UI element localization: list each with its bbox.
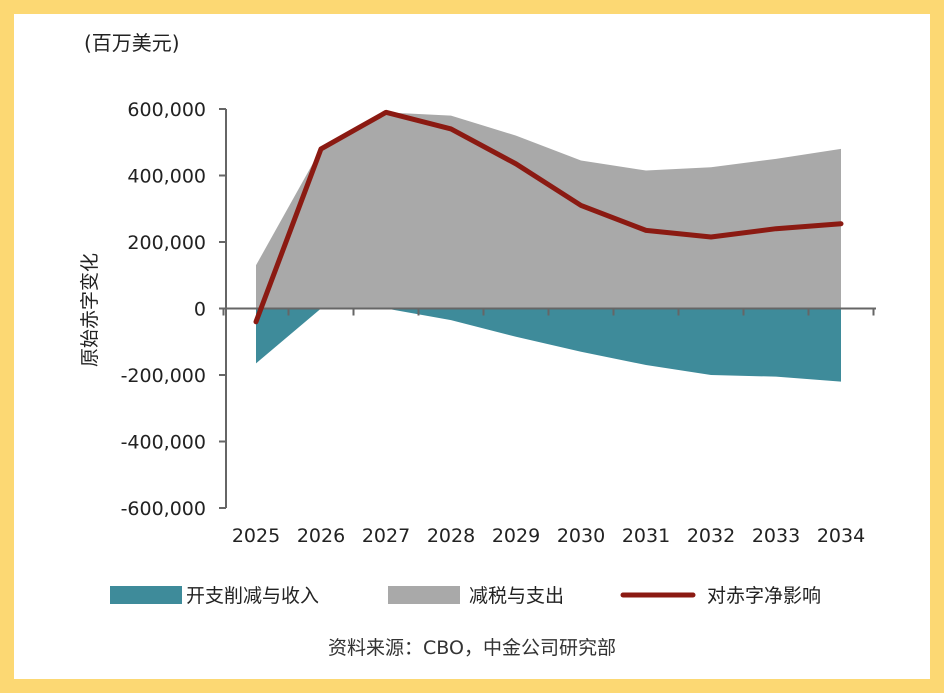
x-tick-label: 2028 <box>427 525 475 547</box>
x-tick-label: 2027 <box>362 525 410 547</box>
y-axis-label: 原始赤字变化 <box>79 253 101 367</box>
y-tick-label: 0 <box>194 299 206 321</box>
area-series-1 <box>256 308 841 382</box>
y-tick-label: 200,000 <box>127 232 206 254</box>
x-tick-label: 2030 <box>557 525 605 547</box>
y-tick-label: -400,000 <box>121 432 206 454</box>
y-tick-label: 600,000 <box>127 99 206 121</box>
legend-label: 对赤字净影响 <box>707 585 821 607</box>
x-tick-label: 2029 <box>492 525 540 547</box>
legend: 开支削减与收入 减税与支出 对赤字净影响 <box>110 585 821 607</box>
unit-label: (百万美元) <box>84 31 180 55</box>
x-tick-label: 2034 <box>817 525 865 547</box>
y-tick-label: -200,000 <box>121 365 206 387</box>
x-tick-label: 2033 <box>752 525 800 547</box>
y-tick-label: -600,000 <box>121 498 206 520</box>
legend-label: 减税与支出 <box>469 585 564 607</box>
x-tick-label: 2032 <box>687 525 735 547</box>
plot-area: 600,000 400,000 200,000 0 -200,000 -400,000 -6… <box>121 99 876 547</box>
legend-swatch-area <box>388 586 460 604</box>
chart: (百万美元) 原始赤字变化 600,000 400,000 200,000 0 -200… <box>79 31 876 659</box>
line-series-1 <box>253 109 844 325</box>
x-tick-label: 2026 <box>297 525 345 547</box>
legend-swatch-area <box>110 586 182 604</box>
chart-frame: (百万美元) 原始赤字变化 600,000 400,000 200,000 0 -200… <box>14 14 930 679</box>
area-series-2 <box>256 112 841 309</box>
x-tick-label: 2031 <box>622 525 670 547</box>
legend-label: 开支削减与收入 <box>186 585 319 607</box>
y-tick-label: 400,000 <box>127 166 206 188</box>
source-note: 资料来源：CBO，中金公司研究部 <box>328 637 616 659</box>
x-tick-label: 2025 <box>232 525 280 547</box>
